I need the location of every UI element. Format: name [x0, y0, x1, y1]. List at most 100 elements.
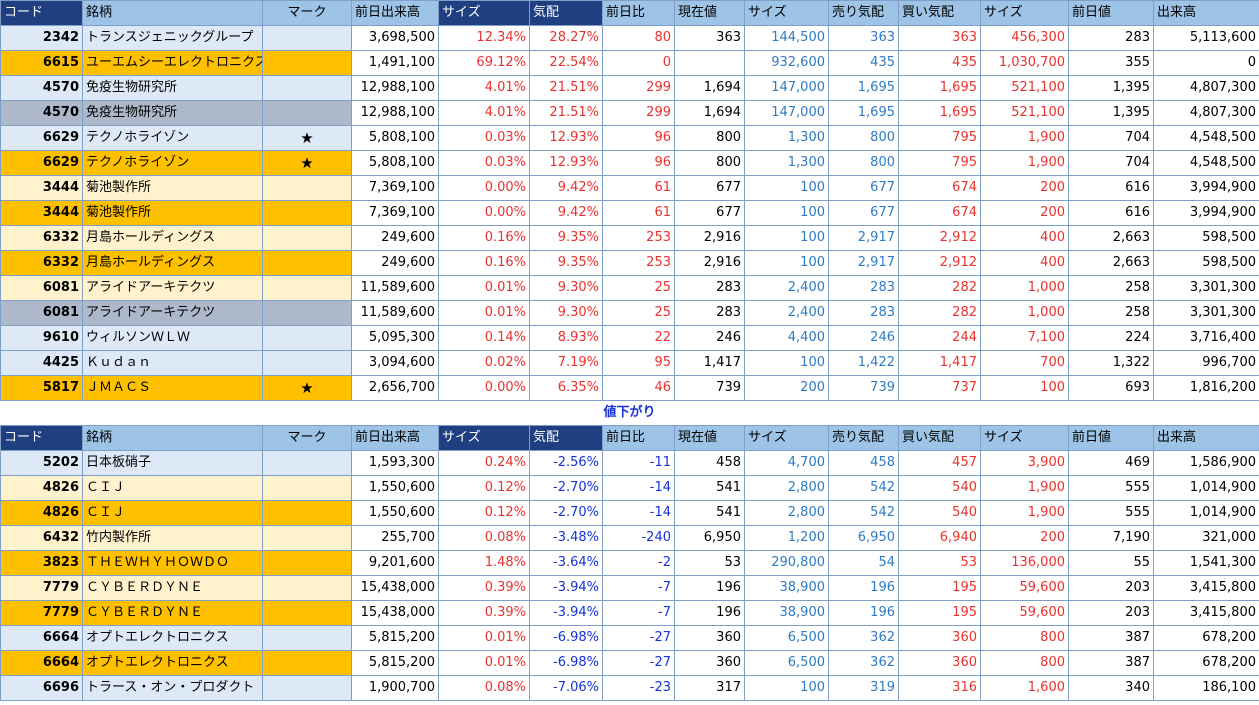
current-price: 800 — [674, 125, 745, 151]
table-row[interactable]: 4826 ＣＩＪ 1,550,600 0.12% -2.70% -14 541 2,800 54… — [0, 475, 1259, 501]
price-change: -7 — [602, 575, 675, 601]
table-row[interactable]: 4425 Ｋｕｄａｎ 3,094,600 0.02% 7.19% 95 1,417 100 1,… — [0, 350, 1259, 376]
bid-size: 200 — [980, 175, 1069, 201]
current-price: 1,694 — [674, 75, 745, 101]
volume: 598,500 — [1153, 225, 1259, 251]
quote-change: 9.30% — [529, 300, 603, 326]
table-row[interactable]: 5202 日本板硝子 1,593,300 0.24% -2.56% -11 458 4,700… — [0, 450, 1259, 476]
bid-size: 700 — [980, 350, 1069, 376]
table-row[interactable]: 6081 アライドアーキテクツ 11,589,600 0.01% 9.30% 25 283 2… — [0, 300, 1259, 326]
mark-cell — [262, 325, 352, 351]
bid-size: 3,900 — [980, 450, 1069, 476]
table-row[interactable]: 7779 ＣＹＢＥＲＤＹＮＥ 15,438,000 0.39% -3.94% -7 196 3… — [0, 575, 1259, 601]
ask-size: 100 — [744, 350, 829, 376]
quote-change: 21.51% — [529, 100, 603, 126]
current-price: 360 — [674, 650, 745, 676]
table-row[interactable]: 4826 ＣＩＪ 1,550,600 0.12% -2.70% -14 541 2,800 54… — [0, 500, 1259, 526]
size-ratio: 4.01% — [438, 75, 530, 101]
bid-price: 2,912 — [898, 225, 981, 251]
stock-code: 9610 — [0, 325, 83, 351]
ask-price: 677 — [828, 175, 899, 201]
quote-change: 22.54% — [529, 50, 603, 76]
table-row[interactable]: 6629 テクノホライゾン ★ 5,808,100 0.03% 12.93% 96 800 1,… — [0, 150, 1259, 176]
header-bid: 買い気配 — [898, 425, 981, 451]
stock-name: オプトエレクトロニクス — [82, 625, 263, 651]
bid-price: 53 — [898, 550, 981, 576]
volume: 996,700 — [1153, 350, 1259, 376]
header-current-price: 現在値 — [674, 0, 745, 26]
size-ratio: 0.39% — [438, 575, 530, 601]
prev-volume: 9,201,600 — [351, 550, 439, 576]
stock-code: 6629 — [0, 125, 83, 151]
quote-change: 9.42% — [529, 175, 603, 201]
table-row[interactable]: 4570 免疫生物研究所 12,988,100 4.01% 21.51% 299 1,694… — [0, 75, 1259, 101]
size-ratio: 0.12% — [438, 500, 530, 526]
table-row[interactable]: 9610 ウィルソンＷＬＷ 5,095,300 0.14% 8.93% 22 246 4,40… — [0, 325, 1259, 351]
header-code: コード — [0, 0, 83, 26]
prev-volume: 1,550,600 — [351, 500, 439, 526]
current-price: 317 — [674, 675, 745, 701]
table-row[interactable]: 6615 ユーエムシーエレクトロニクス 1,491,100 69.12% 22.54% 0… — [0, 50, 1259, 76]
table-row[interactable]: 6629 テクノホライゾン ★ 5,808,100 0.03% 12.93% 96 800 1,… — [0, 125, 1259, 151]
table-row[interactable]: 5817 ＪＭＡＣＳ ★ 2,656,700 0.00% 6.35% 46 739 200 739… — [0, 375, 1259, 401]
prev-volume: 1,900,700 — [351, 675, 439, 701]
header-prev-close: 前日値 — [1068, 0, 1154, 26]
mark-cell — [262, 675, 352, 701]
table-row[interactable]: 3444 菊池製作所 7,369,100 0.00% 9.42% 61 677 100 677 6… — [0, 200, 1259, 226]
bid-size: 1,030,700 — [980, 50, 1069, 76]
gainers-body: 2342 トランスジェニックグループ 3,698,500 12.34% 28.27% 80… — [0, 25, 1259, 401]
prev-close: 1,395 — [1068, 75, 1154, 101]
quote-change: -2.56% — [529, 450, 603, 476]
stock-name: トラース・オン・プロダクト — [82, 675, 263, 701]
stock-code: 5817 — [0, 375, 83, 401]
table-row[interactable]: 6332 月島ホールディングス 249,600 0.16% 9.35% 253 2,916 1… — [0, 225, 1259, 251]
prev-close: 203 — [1068, 600, 1154, 626]
bid-price: 360 — [898, 650, 981, 676]
mark-cell — [262, 625, 352, 651]
prev-volume: 1,593,300 — [351, 450, 439, 476]
table-row[interactable]: 7779 ＣＹＢＥＲＤＹＮＥ 15,438,000 0.39% -3.94% -7 196 3… — [0, 600, 1259, 626]
bid-price: 282 — [898, 300, 981, 326]
volume: 678,200 — [1153, 650, 1259, 676]
bid-price: 795 — [898, 150, 981, 176]
ask-size: 147,000 — [744, 100, 829, 126]
bid-price: 195 — [898, 575, 981, 601]
size-ratio: 0.01% — [438, 650, 530, 676]
prev-close: 2,663 — [1068, 225, 1154, 251]
table-row[interactable]: 2342 トランスジェニックグループ 3,698,500 12.34% 28.27% 80… — [0, 25, 1259, 51]
bid-price: 1,417 — [898, 350, 981, 376]
stock-code: 3823 — [0, 550, 83, 576]
table-row[interactable]: 6332 月島ホールディングス 249,600 0.16% 9.35% 253 2,916 1… — [0, 250, 1259, 276]
stock-name: 月島ホールディングス — [82, 225, 263, 251]
table-row[interactable]: 6081 アライドアーキテクツ 11,589,600 0.01% 9.30% 25 283 2… — [0, 275, 1259, 301]
bid-size: 136,000 — [980, 550, 1069, 576]
stock-code: 6664 — [0, 625, 83, 651]
quote-change: -2.70% — [529, 475, 603, 501]
header-size: サイズ — [438, 0, 530, 26]
prev-close: 704 — [1068, 150, 1154, 176]
prev-close: 616 — [1068, 175, 1154, 201]
mark-cell — [262, 450, 352, 476]
table-row[interactable]: 4570 免疫生物研究所 12,988,100 4.01% 21.51% 299 1,694… — [0, 100, 1259, 126]
price-change: 61 — [602, 200, 675, 226]
table-row[interactable]: 6432 竹内製作所 255,700 0.08% -3.48% -240 6,950 1,20… — [0, 525, 1259, 551]
bid-price: 1,695 — [898, 75, 981, 101]
bid-price: 244 — [898, 325, 981, 351]
table-row[interactable]: 3823 ＴＨＥＷＨＹＨＯＷＤＯ 9,201,600 1.48% -3.64% -2 53 2… — [0, 550, 1259, 576]
table-row[interactable]: 3444 菊池製作所 7,369,100 0.00% 9.42% 61 677 100 677 6… — [0, 175, 1259, 201]
table-row[interactable]: 6696 トラース・オン・プロダクト 1,900,700 0.08% -7.06% -23… — [0, 675, 1259, 701]
prev-close: 55 — [1068, 550, 1154, 576]
prev-volume: 11,589,600 — [351, 275, 439, 301]
ask-size: 147,000 — [744, 75, 829, 101]
volume: 3,994,900 — [1153, 200, 1259, 226]
volume: 3,301,300 — [1153, 275, 1259, 301]
table-row[interactable]: 6664 オプトエレクトロニクス 5,815,200 0.01% -6.98% -27 36… — [0, 625, 1259, 651]
volume: 3,415,800 — [1153, 600, 1259, 626]
header-mark: マーク — [262, 425, 352, 451]
prev-volume: 3,094,600 — [351, 350, 439, 376]
ask-price: 246 — [828, 325, 899, 351]
size-ratio: 4.01% — [438, 100, 530, 126]
bid-size: 400 — [980, 225, 1069, 251]
table-row[interactable]: 6664 オプトエレクトロニクス 5,815,200 0.01% -6.98% -27 36… — [0, 650, 1259, 676]
size-ratio: 12.34% — [438, 25, 530, 51]
